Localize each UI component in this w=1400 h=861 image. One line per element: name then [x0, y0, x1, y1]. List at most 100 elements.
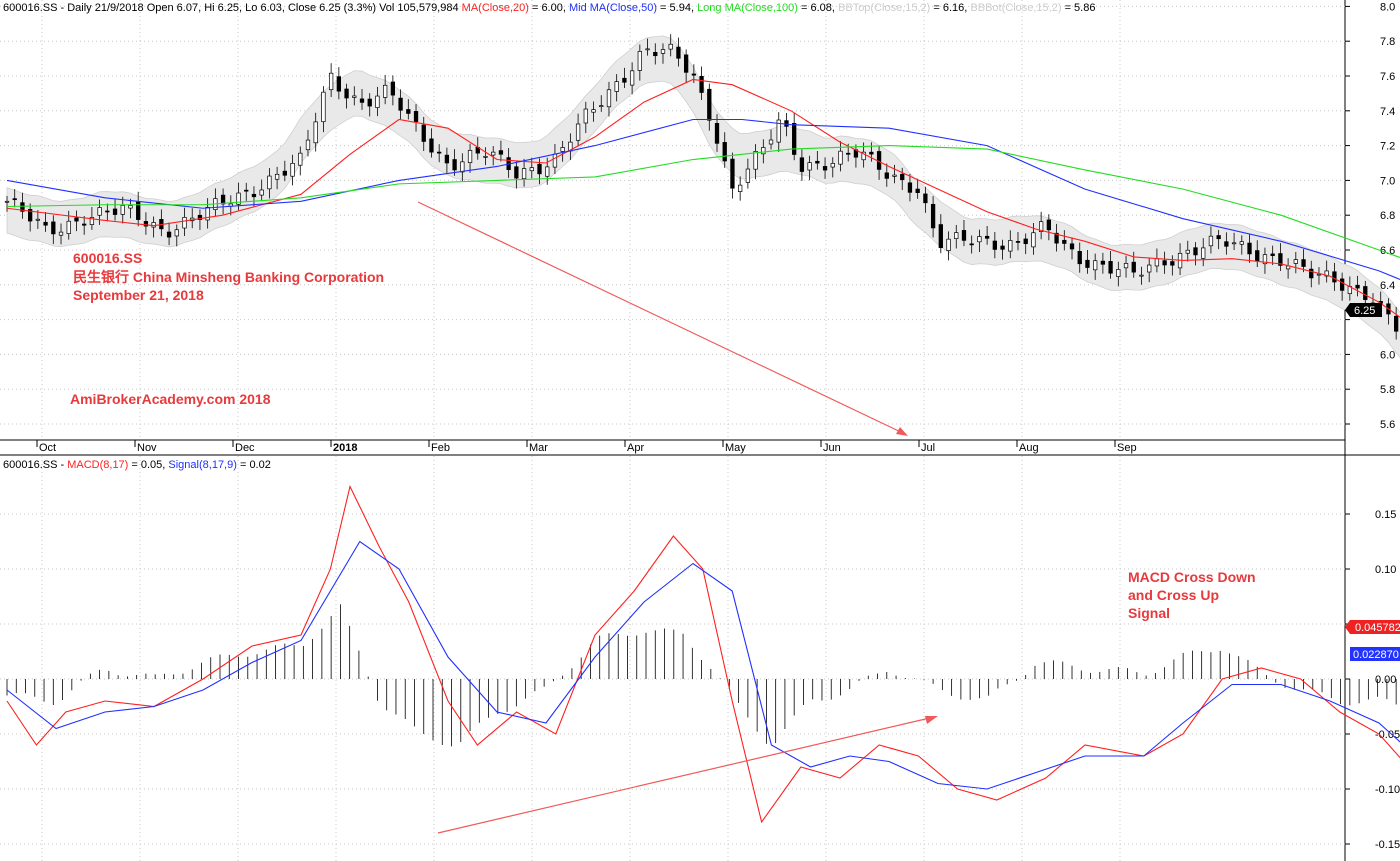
macd-tick-label: -0.05 [1375, 729, 1400, 741]
candle-body [1077, 251, 1082, 265]
candle-body [761, 147, 766, 155]
candle-body [1247, 242, 1252, 255]
candle-body [182, 217, 187, 229]
candle-body [961, 230, 967, 241]
candle-body [97, 207, 102, 216]
candle-body [452, 159, 457, 171]
price-tick-label: 7.8 [1380, 36, 1395, 48]
price-axis-ticks: 5.65.86.06.26.46.66.87.07.27.47.67.88.0 [1345, 1, 1395, 431]
candle-body [992, 240, 997, 250]
candle-body [290, 162, 295, 177]
candle-body [1069, 243, 1075, 250]
ma50-value: = 5.94, [657, 2, 697, 14]
candle-body [313, 121, 318, 144]
company-annotation: 民生银行 China Minsheng Banking Corporation [73, 269, 384, 285]
month-label: Mar [529, 442, 548, 454]
candle-body [1046, 219, 1052, 231]
candle-body [923, 193, 928, 204]
candle-body [637, 51, 642, 71]
candle-body [1293, 259, 1298, 264]
candle-body [622, 77, 627, 83]
candle-body [892, 174, 897, 177]
candle-body [12, 198, 17, 201]
candle-body [151, 222, 156, 228]
candle-body [328, 72, 334, 91]
candle-body [105, 210, 110, 213]
ma100-label: Long MA(Close,100) [697, 2, 798, 14]
candle-body [166, 231, 172, 238]
candle-body [491, 151, 496, 156]
macd-note-line-1: MACD Cross Down [1128, 569, 1256, 585]
macd-tag-text: 0.045782 [1355, 622, 1400, 634]
candle-body [128, 205, 133, 209]
price-tick-label: 6.8 [1380, 210, 1395, 222]
candle-body [822, 166, 828, 171]
candle-body [467, 150, 473, 163]
ma20-label: MA(Close,20) [462, 2, 529, 14]
candle-body [1193, 247, 1198, 256]
ma50-line [6, 118, 1400, 281]
ma100-value: = 6.08, [798, 2, 838, 14]
candle-body [1000, 245, 1005, 250]
candle-body [583, 108, 588, 124]
candle-body [1023, 238, 1028, 245]
candle-body [521, 168, 527, 180]
signal-tag-text: 0.022870 [1353, 649, 1399, 661]
macd-value-tag: 0.045782 [1345, 620, 1400, 634]
candle-body [1393, 315, 1399, 332]
candle-body [89, 217, 95, 225]
candle-body [236, 192, 241, 205]
candle-body [1201, 247, 1206, 259]
candle-body [282, 170, 287, 176]
price-tick-label: 5.6 [1380, 419, 1395, 431]
candle-body [977, 236, 982, 243]
month-label: Feb [431, 442, 450, 454]
candle-body [560, 147, 565, 152]
signal-value: = 0.02 [237, 459, 271, 471]
candle-body [1262, 254, 1268, 265]
candle-body [390, 81, 396, 96]
candle-body [274, 173, 280, 180]
candle-body [537, 163, 542, 175]
candle-body [606, 89, 612, 108]
candle-body [4, 200, 10, 203]
candle-body [267, 175, 272, 190]
candle-body [1015, 241, 1021, 243]
candle-body [714, 123, 720, 144]
macd-panel-header: 600016.SS - MACD(8,17) = 0.05, Signal(8,… [3, 459, 271, 471]
candle-body [699, 75, 704, 93]
candle-body [884, 172, 889, 179]
candle-body [861, 151, 866, 161]
candle-body [514, 166, 519, 179]
macd-lines [6, 484, 1400, 824]
candle-body [683, 54, 689, 73]
candle-body [359, 98, 365, 103]
price-candles [4, 34, 1399, 340]
candle-body [120, 205, 125, 215]
signal-line [6, 540, 1400, 790]
candle-body [745, 168, 751, 183]
candle-body [629, 70, 635, 86]
candle-body [58, 231, 64, 236]
macd-note-line-3: Signal [1128, 605, 1170, 621]
candle-body [846, 152, 851, 155]
ma20-line [6, 78, 1400, 318]
candle-body [1123, 263, 1129, 269]
candle-body [907, 182, 913, 193]
candle-body [676, 46, 681, 59]
candle-body [1270, 253, 1275, 256]
price-tick-label: 6.4 [1380, 280, 1395, 292]
candle-body [66, 220, 71, 234]
candle-body [930, 203, 936, 229]
macd-tick-label: 0.10 [1375, 564, 1396, 576]
candle-body [1031, 232, 1036, 248]
candle-body [1085, 259, 1090, 268]
candle-body [398, 97, 403, 111]
candle-body [205, 206, 210, 221]
ticker-annotation: 600016.SS [73, 250, 142, 266]
candle-body [220, 194, 226, 205]
candle-body [344, 88, 349, 99]
candle-body [298, 152, 303, 166]
candle-body [591, 109, 596, 113]
